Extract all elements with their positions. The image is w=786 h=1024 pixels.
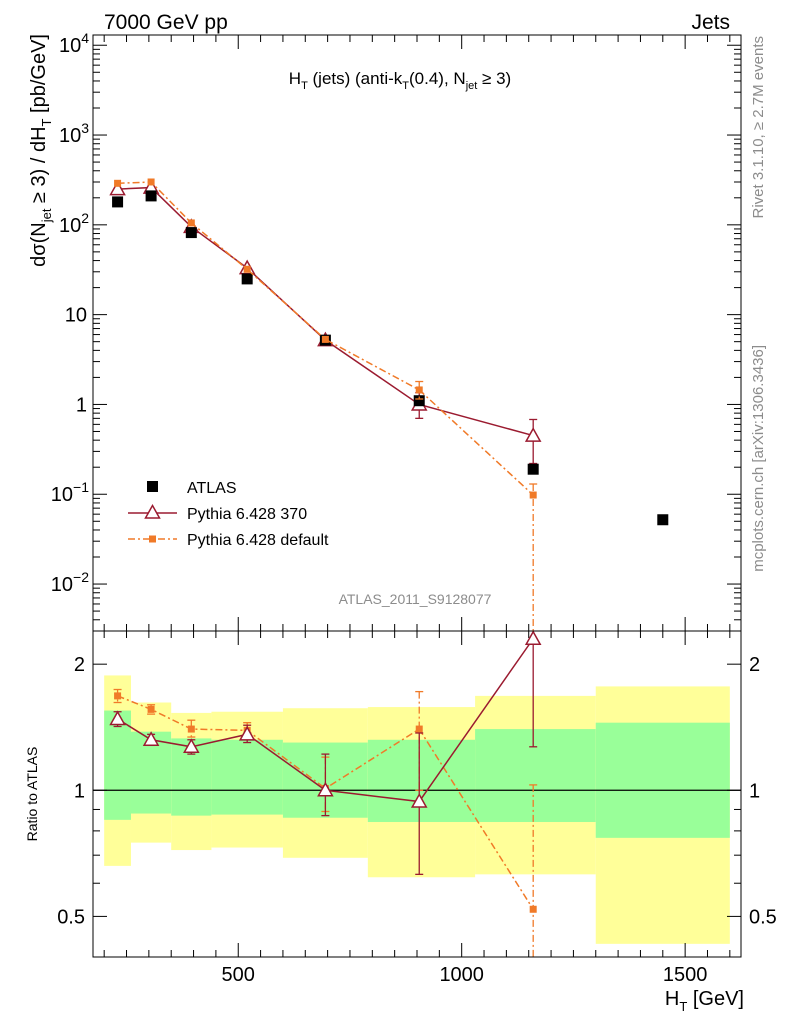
ratio-y-ticks: 0.5 0.5 1 1 2 2 (57, 654, 777, 928)
data-point (185, 227, 197, 239)
x-tick-label: 1000 (439, 964, 484, 986)
data-point (410, 793, 428, 808)
legend-label-pythia370: Pythia 6.428 370 (187, 506, 307, 523)
main-y-tick-label: 10 (65, 305, 87, 327)
ratio-y-tick-label-right: 0.5 (749, 906, 777, 928)
ratio-y-tick-label-right: 1 (749, 780, 760, 802)
data-point (112, 196, 124, 208)
main-y-tick-label: 102 (59, 210, 89, 237)
analysis-watermark: ATLAS_2011_S9128077 (339, 591, 492, 607)
data-point (321, 335, 329, 343)
data-point (147, 705, 155, 713)
mcplots-label: mcplots.cern.ch [arXiv:1306.3436] (750, 345, 767, 572)
data-point (241, 273, 253, 285)
ratio-panel: 0.5 0.5 1 1 2 2 Ratio to ATLAS (24, 630, 777, 958)
data-point (415, 725, 423, 733)
ratio-band-green (367, 739, 476, 823)
main-y-tick-label: 103 (59, 120, 89, 147)
data-point (527, 463, 539, 475)
data-point (524, 630, 542, 645)
data-point (187, 725, 195, 733)
legend-marker-pythia370 (144, 503, 161, 519)
data-point (109, 180, 126, 196)
header-left: 7000 GeV pp (104, 11, 228, 34)
legend-marker-atlas (147, 481, 158, 492)
x-tick-label: 1500 (663, 964, 708, 986)
ratio-band-green (104, 710, 131, 820)
ratio-series (109, 630, 542, 957)
data-point (243, 265, 251, 273)
ratio-y-label: Ratio to ATLAS (24, 747, 40, 842)
ratio-band-green (475, 729, 596, 823)
ratio-y-tick-label: 1 (74, 780, 85, 802)
ratio-band-green (211, 739, 283, 815)
data-point (317, 781, 334, 797)
main-y-tick-label: 10−1 (51, 479, 89, 506)
data-point (147, 178, 155, 186)
main-y-tick-label: 1 (76, 394, 87, 416)
x-axis-ticks: 500 1000 1500 (103, 35, 731, 986)
main-y-tick-label: 10−2 (51, 569, 89, 596)
ratio-y-tick-label-right: 2 (749, 654, 760, 676)
data-point (187, 219, 195, 227)
legend-label-pythia-default: Pythia 6.428 default (187, 532, 329, 549)
chart-title: HT (jets) (anti-kT(0.4), Njet ≥ 3) (289, 69, 511, 92)
data-point (114, 179, 122, 187)
data-point (114, 692, 122, 700)
y-axis-label: dσ(Njet ≥ 3) / dHT [pb/GeV] (28, 34, 54, 267)
data-point (529, 905, 537, 913)
data-point (183, 738, 200, 754)
x-tick-label: 500 (222, 964, 255, 986)
data-point (413, 395, 425, 407)
header-right: Jets (691, 11, 730, 34)
ratio-bands (93, 675, 741, 944)
data-point (524, 427, 542, 442)
series-line (117, 186, 534, 437)
data-point (142, 731, 160, 747)
legend-marker-pythia-default (149, 535, 156, 543)
data-point (109, 710, 126, 726)
main-y-tick-label: 104 (59, 30, 89, 57)
data-point (415, 386, 423, 394)
legend-label-atlas: ATLAS (187, 480, 237, 497)
data-point (657, 514, 669, 526)
ratio-y-tick-label: 2 (74, 654, 85, 676)
rivet-label: Rivet 3.1.10, ≥ 2.7M events (750, 36, 767, 219)
ratio-band-green (595, 722, 730, 838)
data-point (238, 725, 256, 741)
main-series (109, 178, 669, 631)
data-point (145, 190, 157, 202)
data-point (529, 491, 537, 499)
legend: ATLAS Pythia 6.428 370 Pythia 6.428 defa… (128, 480, 329, 549)
x-axis-label: HT [GeV] (665, 988, 744, 1014)
ratio-y-tick-label: 0.5 (57, 906, 85, 928)
